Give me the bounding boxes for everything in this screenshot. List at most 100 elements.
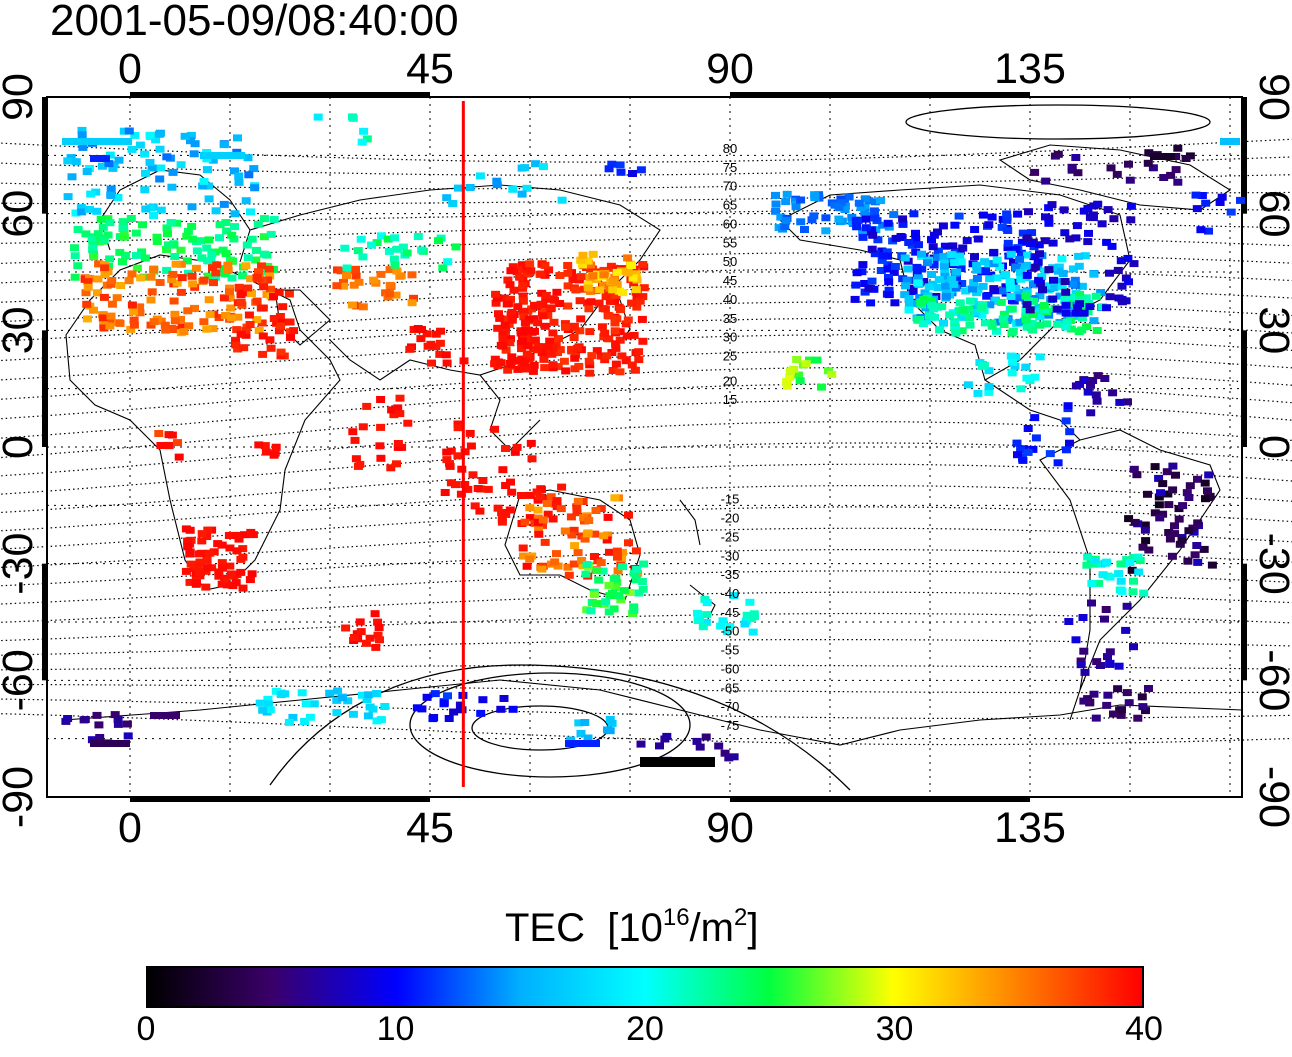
tec-observation (135, 309, 145, 317)
tec-observation (93, 289, 102, 297)
tec-observation (955, 299, 965, 307)
contour-label: -20 (721, 511, 740, 526)
tec-observation (182, 257, 192, 265)
tec-observation (1124, 515, 1134, 523)
tec-observation (226, 570, 236, 578)
tec-observation (969, 279, 979, 287)
tec-observation (197, 530, 207, 538)
tec-observation (269, 315, 279, 322)
tec-observation (1017, 238, 1027, 246)
tec-observation (605, 592, 615, 600)
frame-tick-right (1242, 97, 1247, 214)
tec-observation (146, 296, 156, 304)
tec-observation (1192, 542, 1202, 549)
tec-observation (358, 423, 368, 431)
tec-observation (852, 269, 862, 277)
colorbar-title-exponent2: 2 (733, 904, 748, 931)
tec-observation (496, 359, 506, 367)
tec-observation (1002, 210, 1012, 218)
tec-observation (202, 557, 212, 564)
tec-observation (87, 236, 97, 244)
tec-observation (836, 199, 846, 207)
tec-observation (1168, 462, 1178, 470)
tec-observation (947, 275, 957, 283)
y-tick-label-left: -30 (0, 533, 42, 595)
tec-observation (1107, 242, 1117, 250)
tec-observation (205, 549, 215, 557)
tec-observation (73, 262, 83, 270)
tec-observation (612, 315, 622, 323)
tec-observation (1123, 398, 1132, 406)
tec-observation (204, 236, 214, 244)
tec-observation (540, 538, 550, 546)
tec-observation (300, 718, 310, 725)
tec-observation (238, 272, 248, 280)
tec-observation (1205, 492, 1215, 500)
tec-observation (140, 186, 150, 194)
tec-observation (457, 465, 467, 473)
tec-observation (554, 335, 563, 343)
tec-observation (113, 716, 123, 724)
tec-observation (629, 606, 639, 614)
tec-observation (161, 326, 171, 334)
tec-observation (1082, 377, 1091, 384)
tec-observation (1009, 258, 1018, 266)
tec-observation (1029, 297, 1039, 305)
tec-observation (103, 231, 113, 239)
tec-observation (801, 360, 811, 368)
tec-observation (512, 443, 522, 451)
tec-observation (239, 344, 249, 352)
tec-observation (373, 618, 383, 626)
y-tick-label-left: 30 (0, 306, 42, 354)
tec-observation (782, 378, 792, 386)
tec-observation (475, 172, 485, 180)
tec-observation (376, 396, 386, 403)
tec-observation (557, 483, 567, 491)
tec-observation (555, 300, 565, 307)
tec-observation (701, 733, 711, 741)
tec-observation (1013, 451, 1022, 459)
tec-observation (453, 420, 463, 428)
tec-observation (582, 561, 592, 568)
tec-observation (87, 736, 97, 744)
tec-observation (95, 734, 105, 741)
tec-observation (383, 235, 393, 243)
tec-observation (376, 423, 386, 431)
tec-observation (1124, 278, 1133, 286)
colorbar-title-exponent: 16 (662, 904, 690, 931)
tec-observation (631, 270, 641, 278)
tec-observation (611, 344, 621, 352)
contour-label: -25 (721, 529, 740, 544)
tec-observation (522, 350, 532, 358)
tec-observation (1125, 559, 1135, 566)
tec-observation (903, 265, 913, 273)
tec-observation (1071, 234, 1081, 242)
tec-observation (266, 230, 276, 238)
tec-observation (98, 223, 108, 231)
tec-observation (954, 212, 964, 220)
tec-observation (623, 269, 633, 277)
colorbar-tick-label: 30 (875, 1010, 914, 1048)
tec-observation (1018, 456, 1028, 464)
tec-observation (127, 145, 137, 153)
tec-observation (636, 166, 646, 174)
contour-label: -40 (721, 586, 740, 601)
tec-observation (1015, 294, 1025, 302)
tec-observation (1023, 448, 1033, 456)
tec-observation (1125, 176, 1135, 184)
tec-observation (1116, 711, 1126, 719)
tec-observation (114, 156, 124, 164)
tec-observation (436, 327, 445, 335)
tec-observation (631, 547, 641, 555)
tec-observation (136, 274, 146, 282)
tec-observation (584, 517, 594, 524)
tec-observation (941, 282, 951, 290)
tec-observation (373, 631, 383, 639)
tec-observation (259, 250, 269, 258)
tec-observation (500, 294, 510, 302)
tec-observation (596, 559, 606, 567)
tec-observation (911, 236, 921, 244)
tec-observation (113, 720, 123, 728)
tec-observation (997, 223, 1007, 231)
